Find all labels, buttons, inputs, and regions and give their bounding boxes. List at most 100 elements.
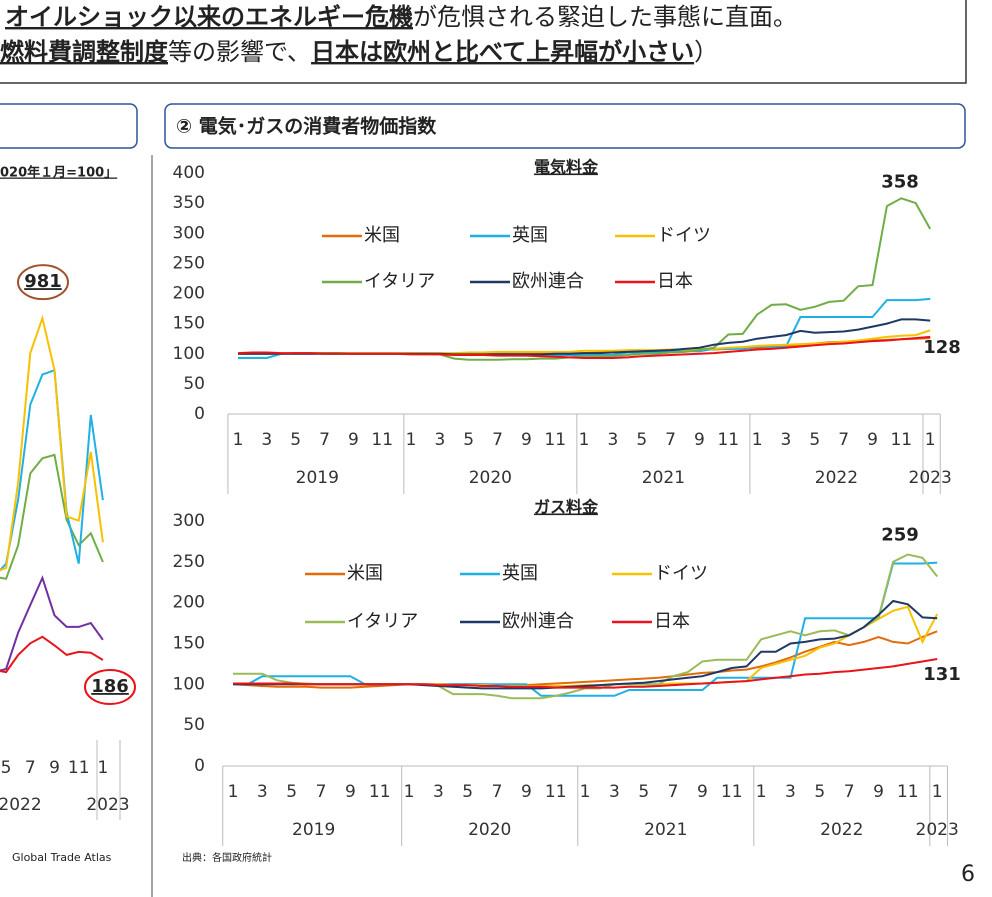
x-group-label: 2019 xyxy=(296,468,339,488)
x-tick-label: 9 xyxy=(521,782,532,802)
x-tick-label: 3 xyxy=(434,430,445,450)
y-tick-label: 0 xyxy=(194,404,205,424)
x-group-label: 2023 xyxy=(909,468,952,488)
legend-label: 英国 xyxy=(512,225,548,246)
x-tick-label: 11 xyxy=(68,758,90,778)
y-tick-label: 150 xyxy=(173,634,205,654)
x-tick-label: 7 xyxy=(316,782,327,802)
x-tick-label: 5 xyxy=(1,758,12,778)
header-text: ） xyxy=(694,38,718,66)
header-line: オイルショック以来のエネルギー危機が危惧される緊迫した事態に直面。 xyxy=(5,3,797,31)
legend-label: 欧州連合 xyxy=(502,611,574,632)
series-line xyxy=(0,314,104,572)
x-tick-label: 7 xyxy=(319,430,330,450)
x-tick-label: 9 xyxy=(697,782,708,802)
series-line xyxy=(0,575,104,672)
x-group-label: 2023 xyxy=(86,795,129,815)
annotation-label: 358 xyxy=(881,171,919,192)
header-box xyxy=(0,0,967,84)
x-tick-label: 3 xyxy=(785,782,796,802)
y-tick-label: 0 xyxy=(194,756,205,776)
header-emphasis: オイルショック以来のエネルギー危機 xyxy=(5,3,413,31)
legend-label: イタリア xyxy=(364,271,435,292)
x-group-label: 2020 xyxy=(469,468,512,488)
legend-label: 米国 xyxy=(364,225,400,246)
header-line: 燃料費調整制度等の影響で、日本は欧州と比べて上昇幅が小さい） xyxy=(0,38,718,66)
x-group-label: 2022 xyxy=(820,820,863,840)
series-line xyxy=(233,658,938,689)
header-text: が危惧される緊迫した事態に直面。 xyxy=(413,3,797,31)
plot xyxy=(0,314,104,674)
legend-label: 日本 xyxy=(654,611,690,632)
y-tick-label: 250 xyxy=(173,253,205,273)
x-tick-label: 7 xyxy=(844,782,855,802)
x-tick-label: 1 xyxy=(406,430,417,450)
y-tick-label: 250 xyxy=(173,552,205,572)
legend-label: ドイツ xyxy=(657,225,711,246)
annotation-label: 186 xyxy=(91,676,129,697)
x-tick-label: 9 xyxy=(873,782,884,802)
x-tick-label: 11 xyxy=(721,782,743,802)
x-tick-label: 7 xyxy=(492,430,503,450)
x-tick-label: 5 xyxy=(462,782,473,802)
series-line xyxy=(0,635,104,674)
annotation-label: 981 xyxy=(24,271,62,292)
plot xyxy=(232,553,939,700)
legend-label: 日本 xyxy=(657,271,693,292)
x-tick-label: 7 xyxy=(25,758,36,778)
series-line xyxy=(238,197,932,361)
x-tick-label: 1 xyxy=(932,782,943,802)
x-group-label: 2020 xyxy=(468,820,511,840)
x-group-label: 2019 xyxy=(292,820,335,840)
annotation-label: 259 xyxy=(881,524,919,545)
y-tick-label: 200 xyxy=(173,593,205,613)
x-tick-label: 11 xyxy=(717,430,739,450)
y-tick-label: 100 xyxy=(173,674,205,694)
x-tick-label: 3 xyxy=(781,430,792,450)
y-tick-label: 300 xyxy=(173,511,205,531)
page-number: 6 xyxy=(961,862,975,887)
y-tick-label: 200 xyxy=(173,284,205,304)
x-tick-label: 3 xyxy=(433,782,444,802)
x-group-label: 2022 xyxy=(815,468,858,488)
x-group-label: 2023 xyxy=(916,820,959,840)
y-tick-label: 50 xyxy=(183,715,205,735)
x-tick-label: 1 xyxy=(97,758,108,778)
y-tick-label: 150 xyxy=(173,314,205,334)
annotation-label: 131 xyxy=(923,664,961,685)
x-group-label: 2021 xyxy=(642,468,685,488)
plot xyxy=(237,197,932,361)
chart-title: ガス料金 xyxy=(534,498,599,517)
x-tick-label: 11 xyxy=(897,782,919,802)
panel-title-box xyxy=(0,103,138,149)
y-tick-label: 300 xyxy=(173,223,205,243)
series-line xyxy=(233,561,938,697)
source-note: Global Trade Atlas xyxy=(12,851,112,864)
x-tick-label: 5 xyxy=(286,782,297,802)
panel-title: ② 電気･ガスの消費者物価指数 xyxy=(176,115,437,138)
x-tick-label: 11 xyxy=(369,782,391,802)
x-tick-label: 1 xyxy=(756,782,767,802)
annotation-circle xyxy=(17,264,69,301)
x-tick-label: 1 xyxy=(580,782,591,802)
y-tick-label: 50 xyxy=(183,374,205,394)
x-tick-label: 1 xyxy=(233,430,244,450)
x-tick-label: 9 xyxy=(867,430,878,450)
x-tick-label: 1 xyxy=(752,430,763,450)
series-line xyxy=(238,329,931,355)
legend-label: イタリア xyxy=(347,611,418,632)
chart-title: 電気料金 xyxy=(534,158,599,177)
x-group-label: 2021 xyxy=(644,820,687,840)
x-tick-label: 1 xyxy=(404,782,415,802)
x-tick-label: 9 xyxy=(49,758,60,778)
x-tick-label: 1 xyxy=(579,430,590,450)
x-tick-label: 7 xyxy=(665,430,676,450)
y-tick-label: 350 xyxy=(173,193,205,213)
x-tick-label: 5 xyxy=(809,430,820,450)
x-tick-label: 11 xyxy=(890,430,912,450)
x-tick-label: 5 xyxy=(814,782,825,802)
x-tick-label: 3 xyxy=(257,782,268,802)
x-tick-label: 11 xyxy=(371,430,393,450)
x-tick-label: 11 xyxy=(545,782,567,802)
